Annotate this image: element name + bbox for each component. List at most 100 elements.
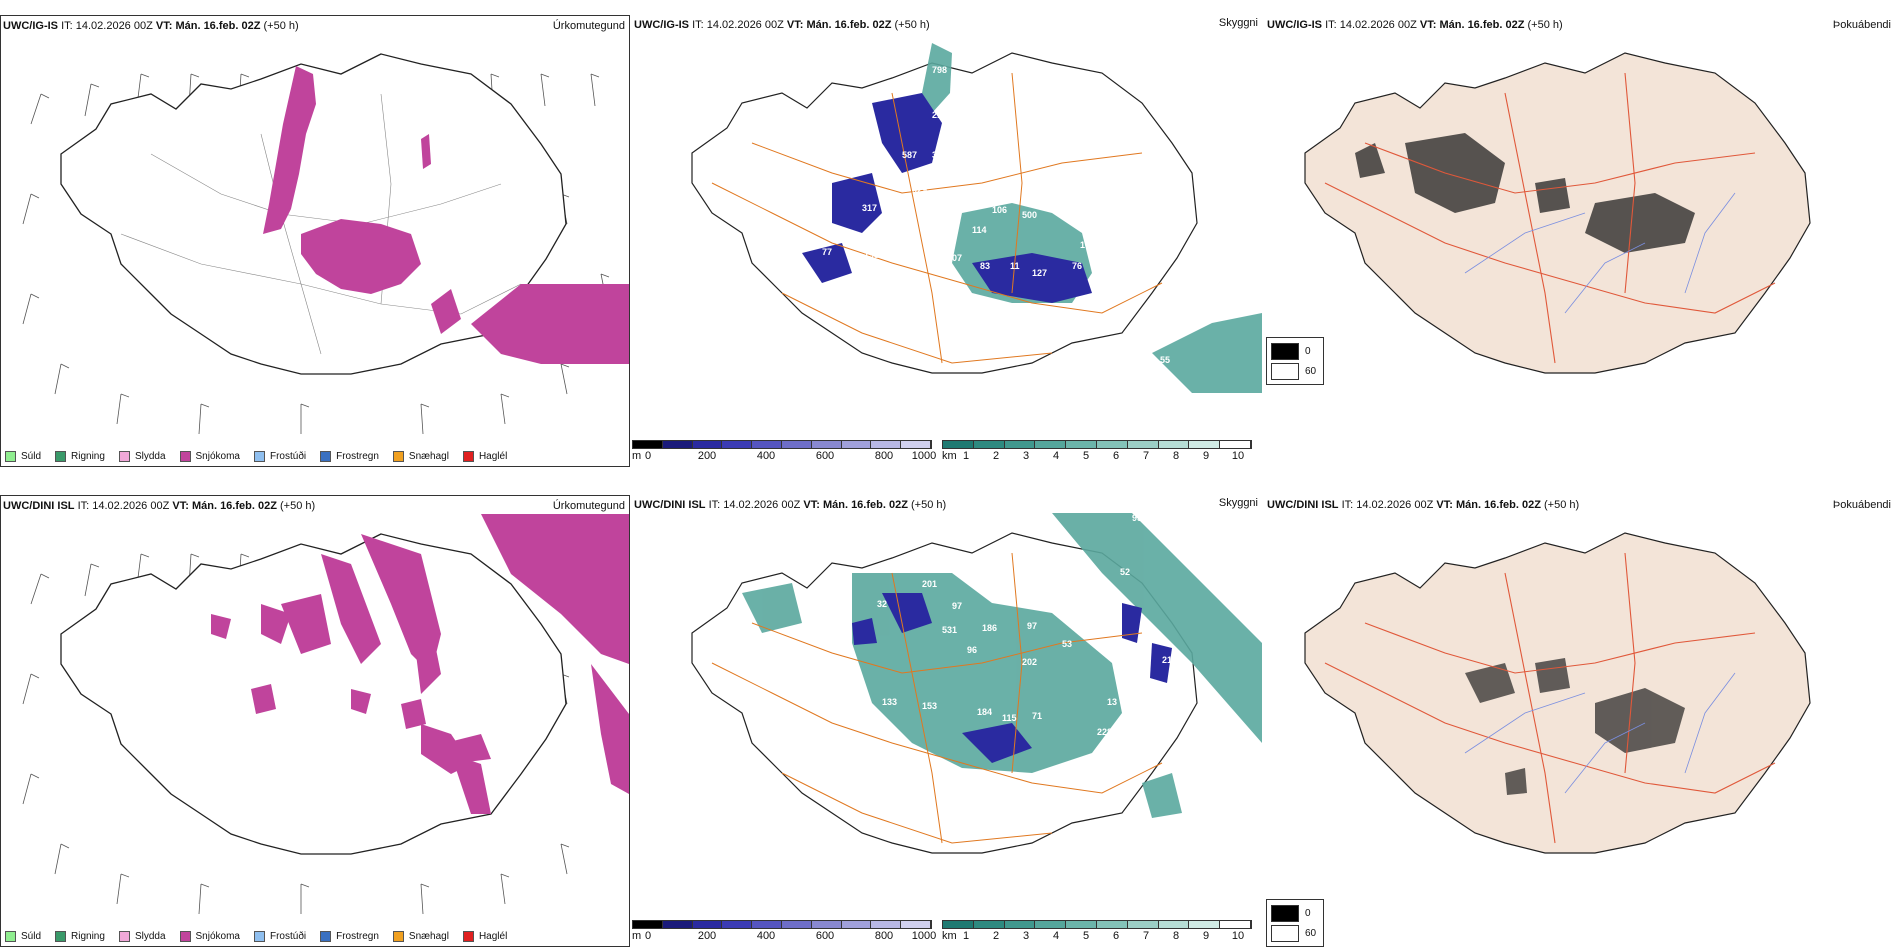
svg-text:929: 929 xyxy=(912,185,927,195)
legend-item: Frostúði xyxy=(253,451,306,462)
iceland-outline xyxy=(60,533,567,855)
iceland-outline xyxy=(1304,52,1811,374)
panel-title: Skyggni xyxy=(1218,497,1258,509)
legend-item: Frostregn xyxy=(320,451,379,462)
panel-header: UWC/DINI ISL IT: 14.02.2026 00Z VT: Mán.… xyxy=(3,500,316,512)
svg-text:379: 379 xyxy=(932,150,947,160)
panel-header: UWC/DINI ISL IT: 14.02.2026 00Z VT: Mán.… xyxy=(634,499,947,511)
svg-text:198: 198 xyxy=(864,250,879,260)
fog-map xyxy=(1304,532,1811,854)
panel-header: UWC/IG-IS IT: 14.02.2026 00Z VT: Mán. 16… xyxy=(634,19,930,31)
svg-text:83: 83 xyxy=(980,261,990,271)
snow-areas xyxy=(211,514,629,814)
fog-panel-row2: UWC/DINI ISL IT: 14.02.2026 00Z VT: Mán.… xyxy=(1265,495,1895,950)
legend-swatch xyxy=(320,931,332,942)
fog-map xyxy=(1304,52,1811,374)
svg-text:977: 977 xyxy=(1092,605,1107,615)
svg-text:153: 153 xyxy=(922,701,937,711)
precip-map xyxy=(22,514,629,915)
legend-item: Súld xyxy=(5,931,41,942)
legend-item: Haglél xyxy=(462,931,507,942)
svg-text:21: 21 xyxy=(1162,655,1172,665)
svg-text:71: 71 xyxy=(1032,711,1042,721)
legend-item: Snæhagl xyxy=(392,931,449,942)
rivers xyxy=(1464,672,1736,794)
svg-text:127: 127 xyxy=(1032,268,1047,278)
svg-text:133: 133 xyxy=(882,697,897,707)
roads xyxy=(711,552,1163,844)
panel-header: UWC/DINI ISL IT: 14.02.2026 00Z VT: Mán.… xyxy=(1267,499,1580,511)
roads xyxy=(1324,552,1776,844)
legend-swatch xyxy=(5,451,16,462)
svg-text:07: 07 xyxy=(952,253,962,263)
legend-item: Súld xyxy=(5,451,41,462)
svg-text:106: 106 xyxy=(992,205,1007,215)
precip-type-panel-row2: UWC/DINI ISL IT: 14.02.2026 00Z VT: Mán.… xyxy=(0,495,630,947)
legend-swatch xyxy=(118,451,130,462)
panel-title: Úrkomutegund xyxy=(552,20,625,32)
cloud-visibility-panel-row2: UWC/DINI ISL IT: 14.02.2026 00Z VT: Mán.… xyxy=(632,495,1262,950)
precip-legend: Súld Rigning Slydda Snjókoma Frostúði Fr… xyxy=(5,451,521,462)
svg-text:96: 96 xyxy=(907,217,917,227)
snow-areas xyxy=(263,66,629,364)
svg-text:531: 531 xyxy=(942,625,957,635)
legend-item: Rigning xyxy=(55,451,105,462)
roads xyxy=(1324,72,1776,364)
svg-text:13: 13 xyxy=(1107,697,1117,707)
panel-title: Þokuábendi xyxy=(1832,499,1891,511)
legend-swatch xyxy=(253,451,265,462)
cloud-base-colorbar: m 0 200 400 600 800 1000 xyxy=(632,440,936,463)
svg-text:184: 184 xyxy=(977,707,992,717)
svg-text:295: 295 xyxy=(1087,575,1102,585)
svg-text:76: 76 xyxy=(1072,261,1082,271)
legend-swatch xyxy=(392,931,404,942)
svg-text:55: 55 xyxy=(1160,355,1170,365)
svg-text:96: 96 xyxy=(967,645,977,655)
panel-header: UWC/IG-IS IT: 14.02.2026 00Z VT: Mán. 16… xyxy=(3,20,299,32)
legend-item: Frostregn xyxy=(320,931,379,942)
svg-text:201: 201 xyxy=(922,579,937,589)
panel-header: UWC/IG-IS IT: 14.02.2026 00Z VT: Mán. 16… xyxy=(1267,19,1563,31)
legend-swatch xyxy=(462,931,474,942)
cloud-map: 950 295 52 592 977 32 201 97 186 531 96 97 53 2… xyxy=(691,513,1262,854)
iceland-outline xyxy=(60,53,567,375)
precip-legend: Súld Rigning Slydda Snjókoma Frostúði Fr… xyxy=(5,931,521,942)
legend-swatch xyxy=(55,931,67,942)
panel-title: Þokuábendi xyxy=(1832,19,1891,31)
legend-swatch xyxy=(253,931,265,942)
precip-map xyxy=(22,53,629,435)
fog-panel-row1: UWC/IG-IS IT: 14.02.2026 00Z VT: Mán. 16… xyxy=(1265,15,1895,470)
svg-text:97: 97 xyxy=(1027,621,1037,631)
fog-areas xyxy=(1355,133,1695,253)
fog-key: 0 60 xyxy=(1266,899,1324,947)
svg-text:53: 53 xyxy=(1062,639,1072,649)
cloud-base-areas xyxy=(802,93,1092,303)
rivers xyxy=(1464,192,1736,314)
legend-item: Slydda xyxy=(118,931,166,942)
legend-swatch xyxy=(392,451,404,462)
legend-item: Snjókoma xyxy=(179,451,240,462)
panel-title: Úrkomutegund xyxy=(552,500,625,512)
fog-areas xyxy=(1465,658,1685,795)
svg-text:798: 798 xyxy=(932,65,947,75)
svg-text:186: 186 xyxy=(982,623,997,633)
legend-swatch xyxy=(462,451,474,462)
svg-text:202: 202 xyxy=(1022,657,1037,667)
legend-item: Snjókoma xyxy=(179,931,240,942)
legend-item: Frostúði xyxy=(253,931,306,942)
svg-text:592: 592 xyxy=(1087,591,1102,601)
svg-text:138: 138 xyxy=(1122,717,1137,727)
legend-item: Snæhagl xyxy=(392,451,449,462)
svg-text:317: 317 xyxy=(862,203,877,213)
svg-text:97: 97 xyxy=(952,601,962,611)
svg-text:11: 11 xyxy=(1010,261,1020,271)
svg-text:52: 52 xyxy=(1120,567,1130,577)
fog-key: 0 60 xyxy=(1266,337,1324,385)
legend-swatch xyxy=(179,931,191,942)
svg-text:219: 219 xyxy=(932,110,947,120)
iceland-outline xyxy=(1304,532,1811,854)
